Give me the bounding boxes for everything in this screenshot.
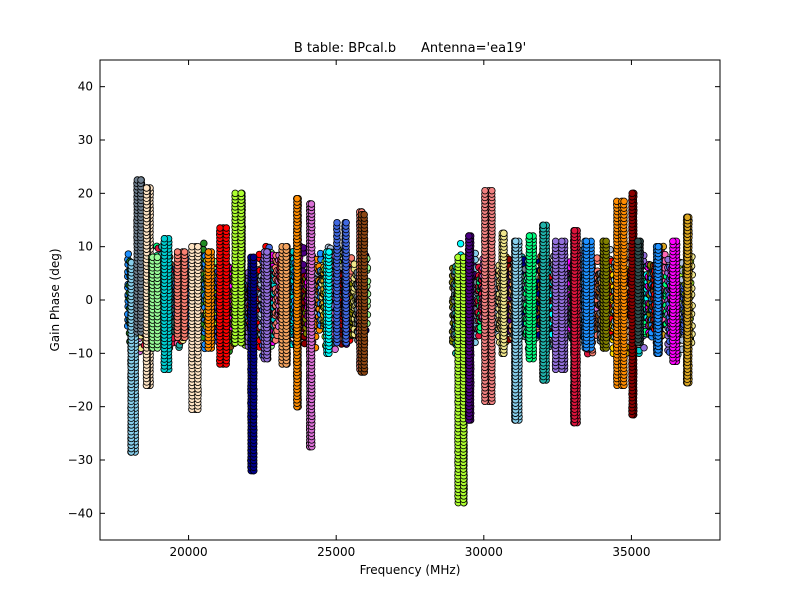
data-point bbox=[173, 248, 182, 256]
data-point bbox=[142, 184, 151, 192]
data-points-layer bbox=[123, 176, 696, 507]
data-point bbox=[180, 248, 189, 256]
data-point bbox=[137, 176, 145, 184]
data-point bbox=[456, 239, 465, 248]
data-point bbox=[194, 242, 202, 251]
data-point bbox=[153, 253, 162, 262]
data-point bbox=[200, 239, 208, 248]
data-point bbox=[331, 345, 339, 353]
data-point bbox=[160, 234, 169, 243]
data-point bbox=[124, 250, 133, 258]
